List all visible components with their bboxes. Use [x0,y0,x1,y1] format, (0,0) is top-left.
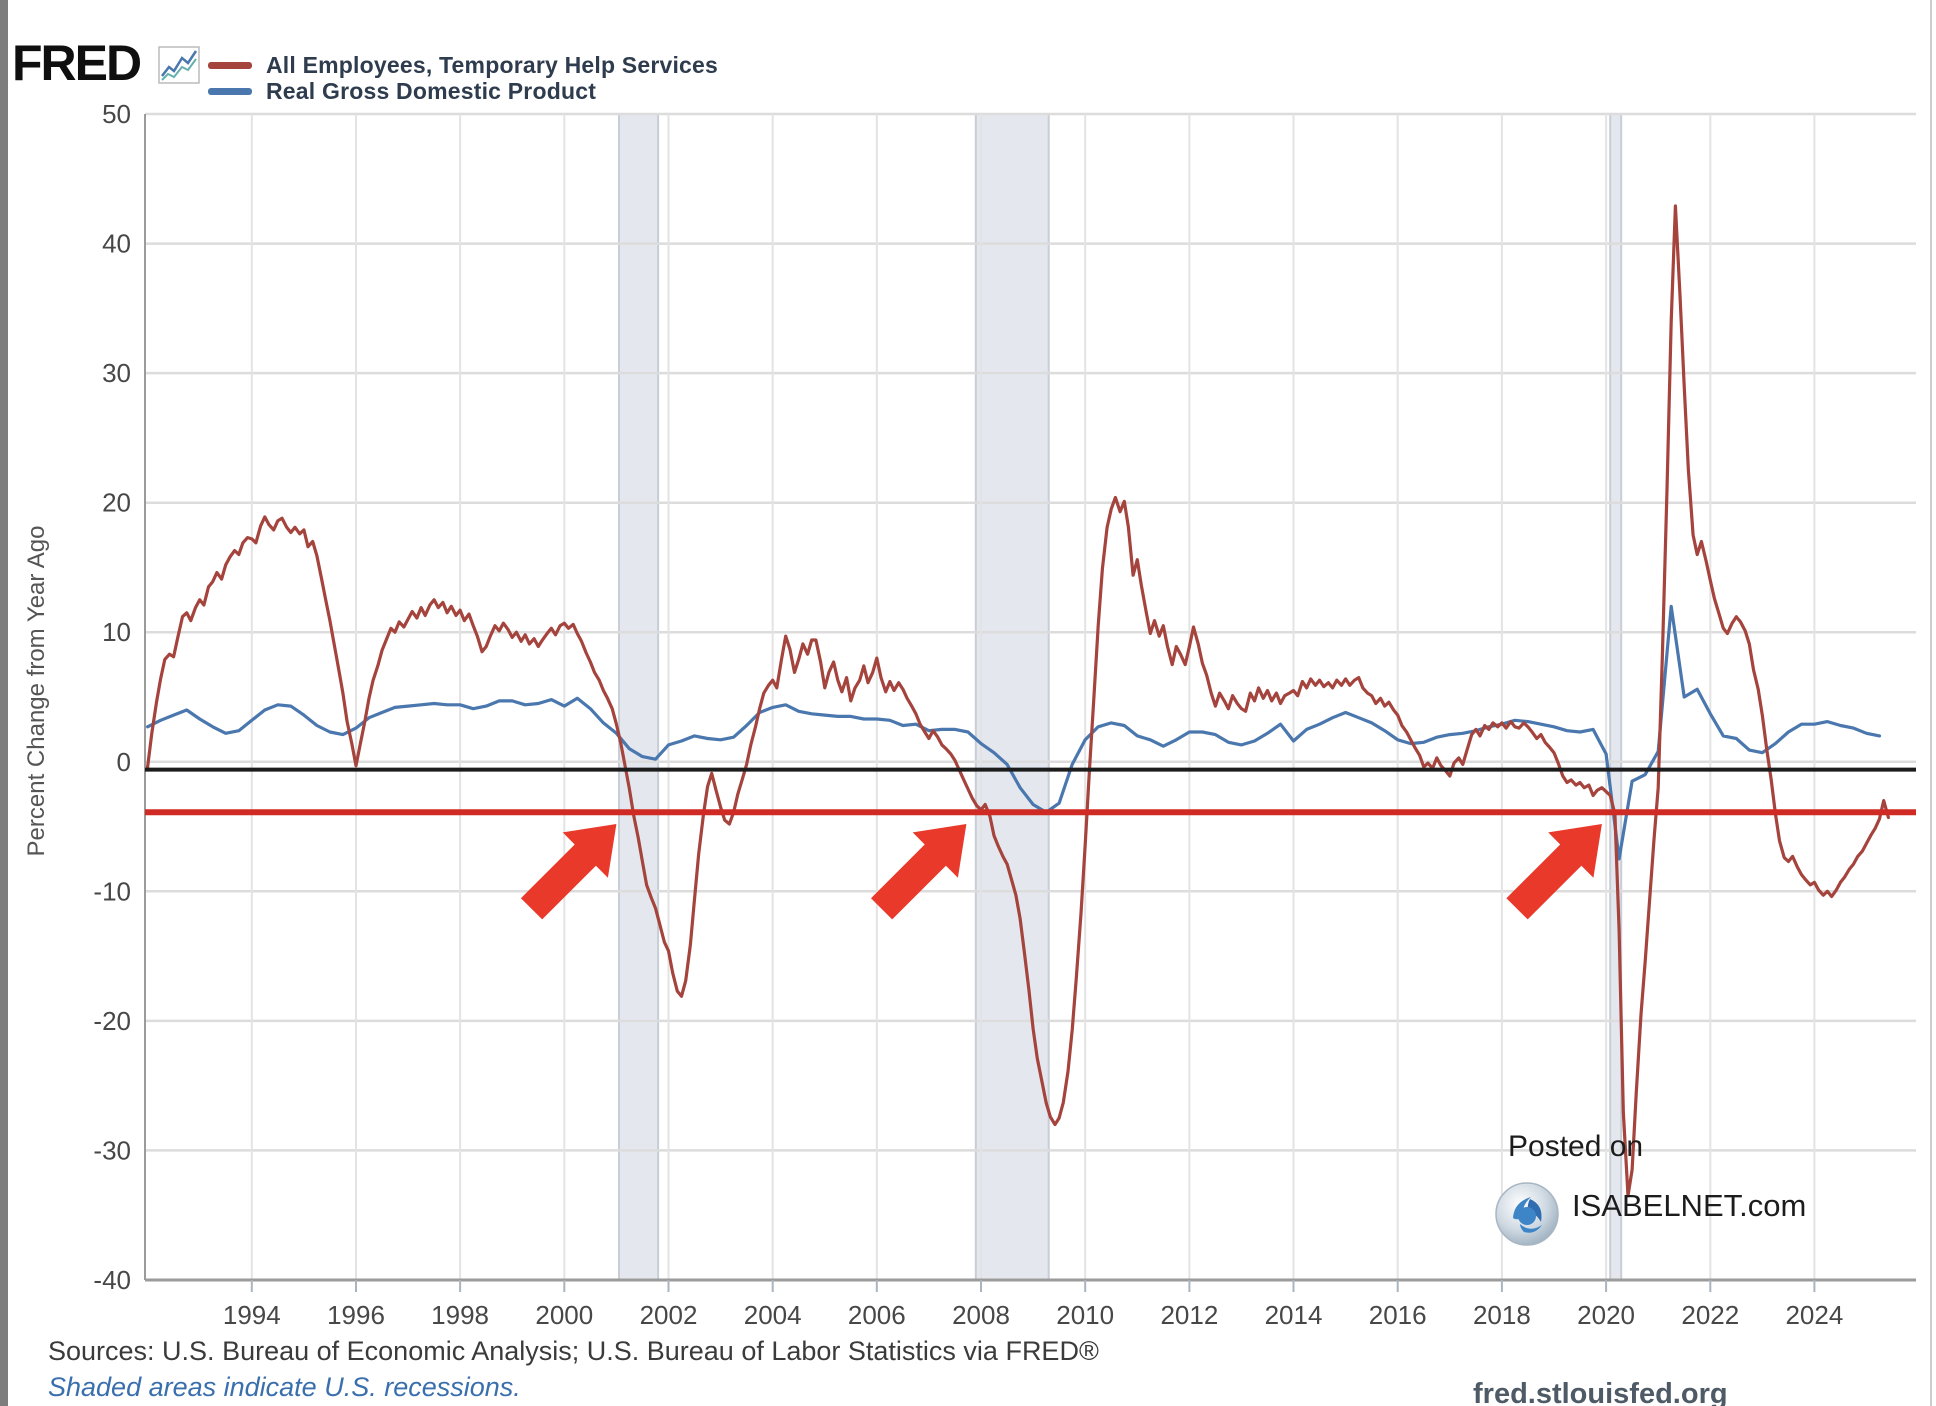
sources-text: Sources: U.S. Bureau of Economic Analysi… [48,1336,1099,1366]
x-tick-label: 2014 [1265,1300,1323,1330]
x-tick-label: 1998 [431,1300,489,1330]
y-tick-label: 20 [102,488,131,518]
x-tick-label: 1996 [327,1300,385,1330]
x-tick-label: 2022 [1681,1300,1739,1330]
series-line-temporary-help [146,204,1891,1198]
recession-band [1610,114,1622,1280]
series-line-real-gdp [146,604,1882,861]
watermark-isabelnet: ISABELNET.com [1572,1188,1807,1223]
fred-url: fred.stlouisfed.org [1473,1378,1728,1406]
page-right-edge [1930,0,1932,1406]
x-tick-label: 2012 [1160,1300,1218,1330]
y-tick-label: 30 [102,358,131,388]
x-tick-label: 2018 [1473,1300,1531,1330]
legend: All Employees, Temporary Help Services R… [208,52,718,104]
x-tick-label: 2004 [744,1300,802,1330]
x-tick-label: 2008 [952,1300,1010,1330]
legend-label-real-gdp: Real Gross Domestic Product [266,77,597,104]
x-tick-label: 2006 [848,1300,906,1330]
highlight-arrow [520,824,617,920]
y-tick-label: -40 [93,1265,131,1295]
watermark-posted-on: Posted on [1508,1130,1644,1163]
highlight-arrow [1506,824,1602,920]
y-tick-label: 0 [117,747,131,777]
legend-item-temporary-help: All Employees, Temporary Help Services [208,52,718,78]
legend-swatch-real-gdp [208,87,252,95]
fred-logo-chart-icon [158,46,200,89]
legend-item-real-gdp: Real Gross Domestic Product [208,78,718,104]
isabelnet-logo-icon [1493,1180,1561,1253]
x-tick-label: 2016 [1369,1300,1427,1330]
page-left-edge [0,0,8,1406]
y-tick-label: 50 [102,99,131,129]
y-tick-label: -30 [93,1135,131,1165]
recession-band [619,114,659,1280]
x-tick-label: 2020 [1577,1300,1635,1330]
highlight-arrow [871,824,967,920]
x-tick-label: 2000 [535,1300,593,1330]
x-tick-label: 1994 [223,1300,281,1330]
y-tick-label: 40 [102,229,131,259]
y-tick-label: 10 [102,617,131,647]
x-tick-label: 2024 [1785,1300,1843,1330]
fred-logo: FRED [12,35,142,91]
y-tick-label: -20 [93,1006,131,1036]
y-tick-label: -10 [93,876,131,906]
recession-note-link[interactable]: Shaded areas indicate U.S. recessions. [48,1372,521,1402]
legend-swatch-temporary-help [208,61,252,69]
x-tick-label: 2010 [1056,1300,1114,1330]
recession-band [975,114,1049,1280]
legend-label-temporary-help: All Employees, Temporary Help Services [266,51,719,78]
x-tick-label: 2002 [640,1300,698,1330]
